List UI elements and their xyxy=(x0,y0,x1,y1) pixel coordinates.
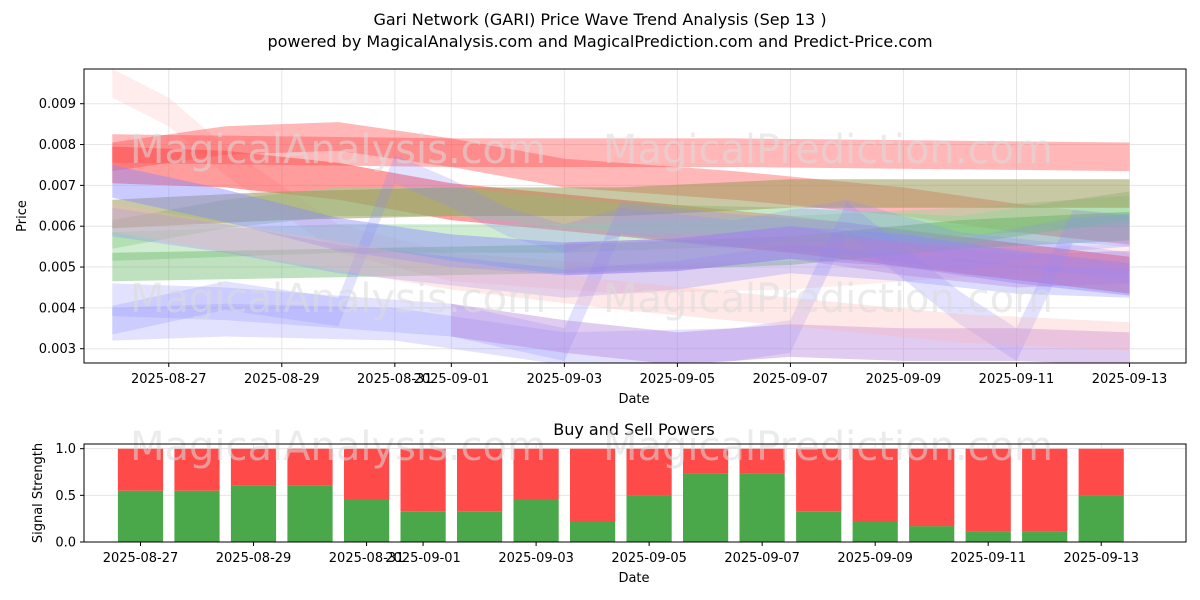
sell-bar xyxy=(513,448,559,500)
signal-y-axis-label: Signal Strength xyxy=(31,443,46,543)
buy-bar xyxy=(570,521,616,542)
buy-bar xyxy=(683,473,729,542)
wave-band-2 xyxy=(112,134,1130,172)
wave-band-9 xyxy=(112,207,1130,298)
sell-bar xyxy=(1078,448,1124,496)
signal-x-tick-label: 2025-09-13 xyxy=(1063,551,1139,566)
price-x-tick-label: 2025-09-09 xyxy=(866,372,942,387)
wave-band-7 xyxy=(112,211,1130,282)
price-x-tick-label: 2025-09-13 xyxy=(1092,372,1168,387)
price-x-tick-label: 2025-09-03 xyxy=(527,372,603,387)
watermark-text: MagicalPrediction.com xyxy=(603,276,1053,322)
price-y-tick-label: 0.006 xyxy=(39,220,76,235)
price-y-tick-label: 0.003 xyxy=(39,342,76,357)
signal-x-tick-label: 2025-09-01 xyxy=(385,551,461,566)
signal-x-tick-label: 2025-08-29 xyxy=(216,551,292,566)
watermark-text: MagicalPrediction.com xyxy=(603,424,1053,470)
wave-band-10 xyxy=(112,154,1130,335)
price-y-tick-label: 0.009 xyxy=(39,97,76,112)
signal-x-tick-label: 2025-09-05 xyxy=(611,551,687,566)
sell-bar xyxy=(117,448,164,491)
buy-bar xyxy=(174,490,220,542)
watermark-text: MagicalAnalysis.com xyxy=(130,276,546,322)
sell-bar xyxy=(852,448,898,522)
buy-bar xyxy=(457,511,503,542)
buy-bar xyxy=(909,526,955,542)
price-x-tick-label: 2025-08-29 xyxy=(244,372,320,387)
sell-bar xyxy=(626,448,672,496)
buy-bar xyxy=(852,521,898,542)
buy-bar xyxy=(117,490,164,542)
signal-x-tick-label: 2025-08-31 xyxy=(329,551,405,566)
sell-bar xyxy=(344,448,390,500)
wave-band-1 xyxy=(112,122,1130,245)
price-y-tick-label: 0.008 xyxy=(39,138,76,153)
sell-bar xyxy=(287,448,333,486)
watermark-text: MagicalPrediction.com xyxy=(603,127,1053,173)
sell-bar xyxy=(1022,448,1068,532)
wave-band-14 xyxy=(564,226,1130,288)
buy-sell-title: Buy and Sell Powers xyxy=(553,420,715,439)
wave-band-5 xyxy=(112,195,1130,261)
wave-band-12 xyxy=(112,201,1130,363)
sell-bar xyxy=(570,448,616,522)
price-x-axis-label: Date xyxy=(618,392,649,407)
sell-bar xyxy=(683,448,729,474)
wave-band-8 xyxy=(112,165,1130,296)
price-y-tick-label: 0.005 xyxy=(39,261,76,276)
signal-x-tick-label: 2025-08-27 xyxy=(103,551,179,566)
price-y-tick-label: 0.004 xyxy=(39,301,76,316)
wave-band-13 xyxy=(451,303,1130,363)
signal-y-tick-label: 1.0 xyxy=(55,442,76,457)
signal-x-tick-label: 2025-09-09 xyxy=(837,551,913,566)
sell-bar xyxy=(230,448,277,486)
signal-plot-frame xyxy=(83,443,1187,543)
wave-band-15 xyxy=(112,203,1130,351)
wave-band-0 xyxy=(112,69,1130,294)
signal-x-tick-label: 2025-09-03 xyxy=(498,551,574,566)
sell-bar xyxy=(909,448,955,527)
wave-band-6 xyxy=(112,179,1130,229)
buy-bar xyxy=(1078,495,1124,542)
buy-bar xyxy=(344,500,390,542)
sell-bar xyxy=(739,448,785,474)
price-x-tick-label: 2025-09-11 xyxy=(979,372,1055,387)
price-x-tick-label: 2025-08-31 xyxy=(357,372,433,387)
buy-bar xyxy=(400,511,446,542)
price-x-tick-label: 2025-09-07 xyxy=(753,372,829,387)
buy-bar xyxy=(796,511,842,542)
signal-y-tick-label: 0.5 xyxy=(55,489,76,504)
buy-bar xyxy=(513,500,559,542)
watermark-text: MagicalAnalysis.com xyxy=(130,127,546,173)
buy-bar xyxy=(287,485,333,542)
signal-y-tick-label: 0.0 xyxy=(55,536,76,551)
sell-bar xyxy=(796,448,842,512)
sell-bar xyxy=(174,448,220,491)
price-x-tick-label: 2025-08-27 xyxy=(131,372,207,387)
buy-bar xyxy=(1022,531,1068,542)
signal-x-tick-label: 2025-09-07 xyxy=(724,551,800,566)
wave-band-11 xyxy=(112,201,1130,361)
buy-bar xyxy=(626,495,672,542)
signal-x-tick-label: 2025-09-11 xyxy=(950,551,1026,566)
buy-bar xyxy=(739,473,785,542)
buy-bar xyxy=(230,485,277,542)
price-y-axis-label: Price xyxy=(15,200,30,232)
sell-bar xyxy=(400,448,446,512)
signal-x-axis-label: Date xyxy=(618,571,649,586)
sell-bar xyxy=(457,448,503,512)
price-plot-frame xyxy=(83,68,1187,364)
buy-bar xyxy=(965,531,1011,542)
watermark-text: MagicalAnalysis.com xyxy=(130,424,546,470)
chart-subtitle: powered by MagicalAnalysis.com and Magic… xyxy=(267,32,933,51)
price-x-tick-label: 2025-09-05 xyxy=(640,372,716,387)
chart-title: Gari Network (GARI) Price Wave Trend Ana… xyxy=(373,10,827,29)
sell-bar xyxy=(965,448,1011,532)
price-x-tick-label: 2025-09-01 xyxy=(414,372,490,387)
price-y-tick-label: 0.007 xyxy=(39,179,76,194)
